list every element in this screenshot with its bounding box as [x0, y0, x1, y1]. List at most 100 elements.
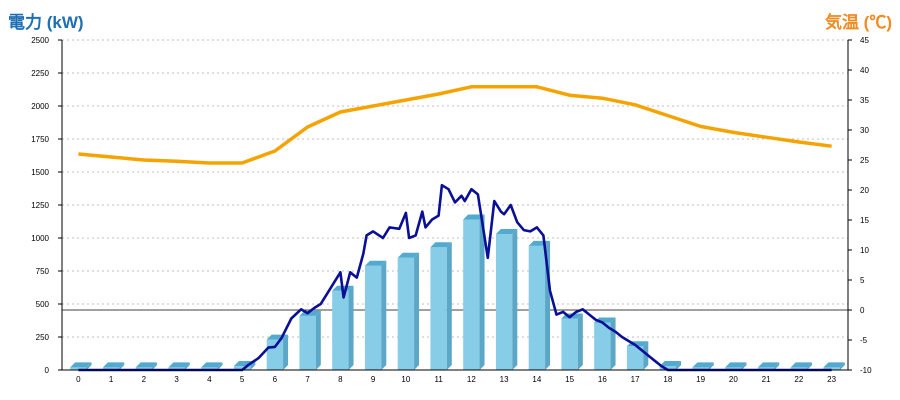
bar-side [315, 310, 321, 370]
line-series [78, 85, 832, 372]
left-tick-label: 1750 [31, 135, 49, 144]
power-line [78, 183, 832, 372]
bar-top [364, 260, 387, 266]
bar-side [86, 362, 92, 370]
bar-side [807, 362, 813, 370]
bar-front [201, 367, 218, 370]
bar [823, 362, 845, 370]
bar [495, 229, 518, 370]
bar-top [201, 362, 223, 368]
left-tick-label: 2000 [31, 102, 49, 111]
x-tick-label: 1 [109, 375, 114, 384]
x-tick-label: 5 [240, 375, 245, 384]
bar [692, 362, 714, 370]
x-tick-label: 7 [305, 375, 310, 384]
bar-top [102, 362, 125, 368]
bar-front [495, 234, 513, 370]
bar [70, 362, 92, 370]
right-tick-label: 5 [860, 276, 865, 285]
bar-front [364, 265, 382, 370]
bar-side [283, 334, 289, 370]
bar [102, 362, 125, 370]
bar-front [823, 367, 840, 370]
right-tick-label: -10 [860, 366, 872, 375]
bar [201, 362, 223, 370]
bar-top [495, 229, 518, 235]
left-tick-label: 1250 [31, 201, 49, 210]
bar [463, 214, 485, 370]
bar-front [692, 367, 709, 370]
x-tick-label: 18 [663, 375, 672, 384]
left-tick-label: 0 [45, 366, 50, 375]
bar [397, 252, 420, 370]
bar-front [725, 367, 742, 370]
bar-front [135, 367, 153, 370]
bar-top [463, 214, 485, 220]
x-tick-label: 10 [401, 375, 410, 384]
bar-front [102, 367, 120, 370]
bar-front [659, 366, 677, 370]
bar-front [561, 318, 578, 370]
bar-top [757, 362, 780, 368]
bar-side [414, 252, 420, 370]
bar-side [348, 285, 354, 370]
right-tick-label: 35 [860, 96, 869, 105]
left-tick-label: 250 [36, 333, 50, 342]
bar-side [610, 317, 616, 370]
bar [790, 362, 813, 370]
bar-top [823, 362, 845, 368]
right-tick-label: 30 [860, 126, 869, 135]
bar [168, 362, 190, 370]
bar-front [332, 290, 349, 370]
x-tick-label: 15 [565, 375, 574, 384]
right-tick-label: 45 [860, 36, 869, 45]
x-tick-label: 13 [500, 375, 509, 384]
x-tick-label: 11 [434, 375, 443, 384]
right-tick-label: 25 [860, 156, 869, 165]
x-tick-label: 9 [371, 375, 376, 384]
bar-side [839, 362, 845, 370]
bar-top [430, 242, 452, 248]
temperature-line [78, 85, 832, 165]
bar [659, 361, 682, 370]
x-tick-label: 12 [467, 375, 476, 384]
bar [299, 310, 321, 370]
bar-front [299, 315, 316, 370]
bar-side [446, 242, 452, 370]
x-tick-label: 19 [696, 375, 705, 384]
bar-top [397, 252, 420, 258]
bar-front [430, 247, 447, 370]
left-tick-label: 750 [36, 267, 50, 276]
x-tick-label: 21 [762, 375, 771, 384]
x-tick-label: 22 [794, 375, 803, 384]
bar [626, 341, 649, 370]
x-tick-label: 0 [76, 375, 81, 384]
bar-side [479, 214, 485, 370]
bar-side [152, 362, 158, 370]
bar [757, 362, 780, 370]
bar-side [774, 362, 780, 370]
left-tick-label: 1000 [31, 234, 49, 243]
right-tick-label: 40 [860, 66, 869, 75]
bar-side [381, 260, 387, 370]
bar-front [626, 346, 644, 370]
right-tick-label: 10 [860, 246, 869, 255]
bar-side [184, 362, 190, 370]
bar [725, 362, 747, 370]
bar-front [266, 339, 284, 370]
bar-side [512, 229, 518, 370]
x-tick-label: 4 [207, 375, 212, 384]
bar-top [70, 362, 92, 368]
bar-front [397, 257, 415, 370]
left-axis-title: 電力 (kW) [8, 13, 84, 32]
bar-side [119, 362, 125, 370]
bar-front [757, 367, 775, 370]
left-tick-label: 2250 [31, 69, 49, 78]
bar-front [594, 322, 611, 370]
x-tick-label: 3 [174, 375, 179, 384]
bar-side [676, 361, 682, 370]
bar-top [135, 362, 158, 368]
x-tick-label: 16 [598, 375, 607, 384]
right-tick-label: -5 [860, 336, 868, 345]
